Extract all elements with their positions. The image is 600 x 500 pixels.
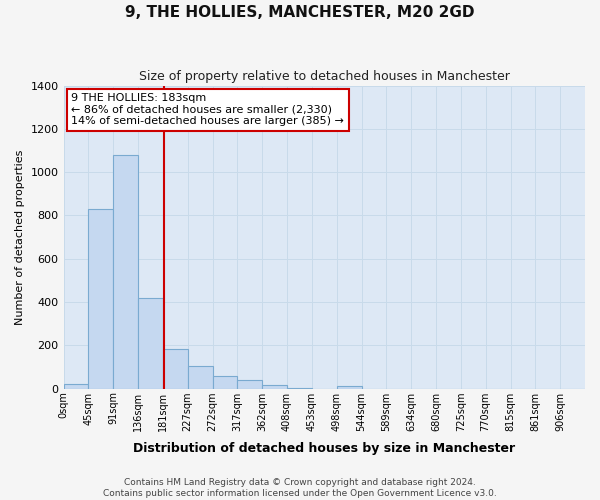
Bar <box>337 386 362 388</box>
Text: Contains HM Land Registry data © Crown copyright and database right 2024.
Contai: Contains HM Land Registry data © Crown c… <box>103 478 497 498</box>
Bar <box>163 348 188 389</box>
Bar <box>238 380 262 388</box>
Bar <box>212 376 238 388</box>
Bar <box>113 155 138 388</box>
Bar <box>188 366 212 388</box>
Y-axis label: Number of detached properties: Number of detached properties <box>15 150 25 325</box>
Text: 9, THE HOLLIES, MANCHESTER, M20 2GD: 9, THE HOLLIES, MANCHESTER, M20 2GD <box>125 5 475 20</box>
Bar <box>88 209 113 388</box>
Bar <box>138 298 163 388</box>
X-axis label: Distribution of detached houses by size in Manchester: Distribution of detached houses by size … <box>133 442 515 455</box>
Bar <box>64 384 88 388</box>
Text: 9 THE HOLLIES: 183sqm
← 86% of detached houses are smaller (2,330)
14% of semi-d: 9 THE HOLLIES: 183sqm ← 86% of detached … <box>71 93 344 126</box>
Bar <box>262 386 287 388</box>
Title: Size of property relative to detached houses in Manchester: Size of property relative to detached ho… <box>139 70 510 83</box>
